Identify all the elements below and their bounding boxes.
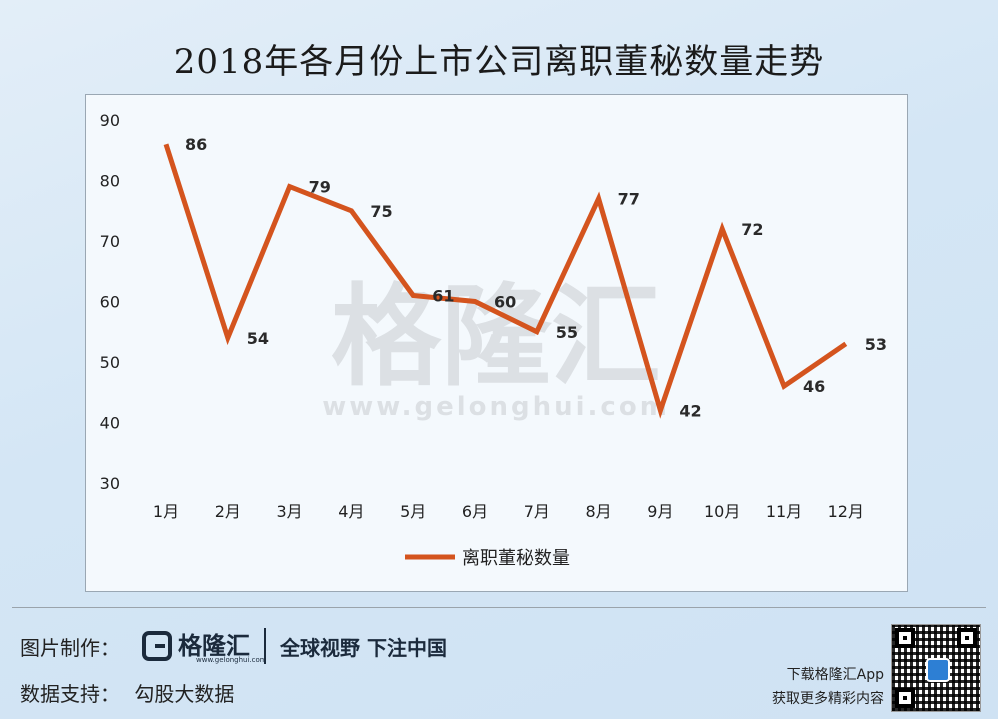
y-tick-label: 40 bbox=[100, 414, 120, 433]
credit-row: 图片制作： 格隆汇 全球视野 下注中国 bbox=[20, 628, 447, 664]
qr-code[interactable] bbox=[891, 624, 981, 712]
x-tick-label: 1月 bbox=[153, 502, 179, 521]
support-row: 数据支持： 勾股大数据 bbox=[20, 678, 234, 707]
qr-logo-icon bbox=[926, 658, 950, 682]
y-tick-label: 50 bbox=[100, 353, 120, 372]
app-download-text: 下载格隆汇App bbox=[786, 667, 884, 683]
x-tick-label: 9月 bbox=[647, 502, 673, 521]
y-tick-label: 80 bbox=[100, 172, 120, 191]
footer-divider bbox=[12, 607, 986, 608]
data-label: 55 bbox=[556, 323, 578, 342]
data-label: 86 bbox=[185, 135, 207, 154]
qr-corner-marker bbox=[895, 628, 915, 648]
data-label: 77 bbox=[618, 190, 640, 209]
qr-corner-marker bbox=[957, 628, 977, 648]
support-label: 数据支持： bbox=[20, 682, 120, 706]
brand-name: 格隆汇 bbox=[178, 632, 250, 660]
chart-area bbox=[85, 94, 908, 592]
x-tick-label: 8月 bbox=[586, 502, 612, 521]
watermark-url-text: www.gelonghui.com bbox=[322, 392, 670, 422]
watermark-logo-text: 格隆汇 bbox=[331, 273, 661, 401]
x-tick-label: 2月 bbox=[215, 502, 241, 521]
y-tick-label: 30 bbox=[100, 474, 120, 493]
x-tick-label: 3月 bbox=[277, 502, 303, 521]
data-label: 75 bbox=[370, 202, 392, 221]
data-label: 72 bbox=[741, 220, 763, 239]
data-label: 60 bbox=[494, 293, 516, 312]
data-label: 46 bbox=[803, 377, 825, 396]
x-tick-label: 10月 bbox=[704, 502, 740, 521]
app-promo-text: 获取更多精彩内容 bbox=[772, 691, 884, 707]
x-tick-label: 11月 bbox=[766, 502, 802, 521]
chart-title: 2018年各月份上市公司离职董秘数量走势 bbox=[173, 42, 825, 82]
brand-separator bbox=[264, 628, 266, 664]
legend-label: 离职董秘数量 bbox=[462, 548, 570, 569]
brand-sub-url: www.gelonghui.com bbox=[196, 656, 267, 664]
y-tick-label: 70 bbox=[100, 232, 120, 251]
data-label: 54 bbox=[247, 329, 269, 348]
data-label: 42 bbox=[679, 401, 701, 420]
y-tick-label: 90 bbox=[100, 111, 120, 130]
line-chart: 格隆汇 www.gelonghui.com 90 80 70 60 50 40 30 1月 2… bbox=[100, 111, 887, 569]
data-label: 53 bbox=[865, 335, 887, 354]
data-label: 61 bbox=[432, 286, 454, 305]
brand-slogan: 全球视野 下注中国 bbox=[280, 635, 447, 660]
x-tick-label: 5月 bbox=[400, 502, 426, 521]
data-label: 79 bbox=[309, 178, 331, 197]
x-tick-label: 6月 bbox=[462, 502, 488, 521]
credit-label: 图片制作： bbox=[20, 635, 120, 660]
y-tick-label: 60 bbox=[100, 293, 120, 312]
watermark: 格隆汇 www.gelonghui.com bbox=[322, 273, 670, 422]
qr-corner-marker bbox=[895, 688, 915, 708]
x-tick-label: 4月 bbox=[338, 502, 364, 521]
legend: 离职董秘数量 bbox=[405, 548, 570, 569]
series-line bbox=[163, 143, 848, 419]
x-tick-label: 7月 bbox=[524, 502, 550, 521]
gelonghui-logo-icon bbox=[142, 631, 172, 661]
support-source: 勾股大数据 bbox=[134, 682, 235, 706]
x-tick-label: 12月 bbox=[828, 502, 864, 521]
